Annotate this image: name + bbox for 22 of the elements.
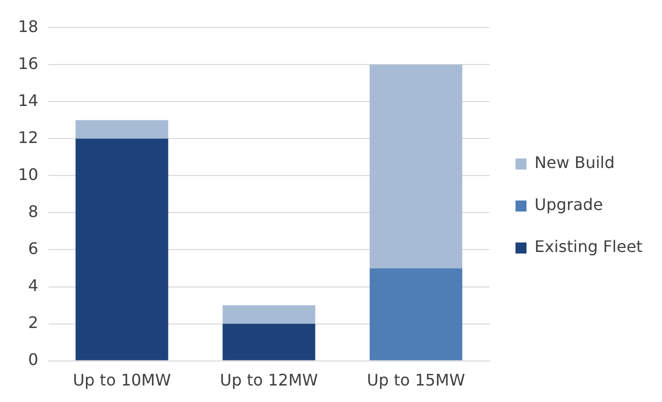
y-tick-label: 10 bbox=[18, 164, 38, 184]
bar bbox=[222, 324, 316, 360]
x-tick-label: Up to 12MW bbox=[220, 370, 318, 390]
y-tick-label: 12 bbox=[18, 128, 38, 147]
legend-label: Upgrade bbox=[534, 195, 603, 214]
bar bbox=[370, 268, 462, 360]
y-tick-label: 16 bbox=[18, 54, 38, 73]
x-tick-label: Up to 10MW bbox=[72, 370, 172, 390]
y-tick-label: 18 bbox=[18, 16, 38, 36]
legend-label: Existing Fleet bbox=[534, 237, 643, 256]
y-tick-label: 14 bbox=[18, 90, 38, 110]
x-tick-label: Up to 15MW bbox=[366, 370, 466, 390]
y-tick-label: 0 bbox=[28, 350, 38, 369]
bar bbox=[76, 138, 168, 360]
y-tick-label: 8 bbox=[28, 202, 38, 221]
bar bbox=[222, 305, 316, 324]
y-tick-label: 4 bbox=[28, 276, 38, 295]
y-tick-label: 2 bbox=[28, 312, 38, 332]
y-tick-label: 6 bbox=[28, 238, 38, 258]
bar bbox=[76, 120, 168, 139]
bar bbox=[370, 64, 462, 268]
legend-label: New Build bbox=[534, 153, 615, 172]
